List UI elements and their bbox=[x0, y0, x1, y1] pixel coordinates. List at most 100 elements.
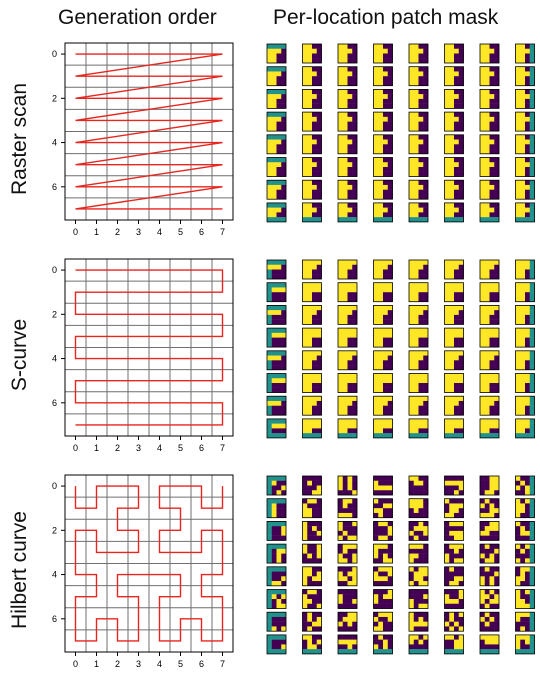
mask-cell bbox=[444, 149, 450, 154]
mask-cell bbox=[276, 626, 282, 632]
mask-cell bbox=[515, 269, 521, 275]
mask-tile-border bbox=[515, 521, 535, 541]
mask-cell bbox=[271, 378, 277, 384]
mask-cell bbox=[267, 410, 272, 416]
mask-cell bbox=[494, 134, 500, 140]
mask-cell bbox=[494, 373, 500, 379]
mask-cell bbox=[525, 80, 530, 86]
mask-cell bbox=[342, 189, 348, 195]
mask-cell bbox=[347, 274, 353, 280]
mask-cell bbox=[525, 350, 530, 356]
mask-cell bbox=[444, 544, 450, 550]
mask-cell bbox=[267, 71, 272, 77]
mask-cell bbox=[489, 116, 495, 122]
mask-cell bbox=[302, 287, 308, 293]
mask-cell bbox=[302, 48, 308, 54]
mask-cell bbox=[383, 485, 388, 491]
mask-cell bbox=[338, 310, 343, 316]
mask-cell bbox=[480, 350, 485, 356]
mask-tile-border bbox=[373, 179, 393, 200]
mask-cell bbox=[409, 535, 414, 541]
mask-tile-border bbox=[302, 134, 322, 155]
mask-cell bbox=[423, 498, 429, 504]
mask-cell bbox=[387, 328, 393, 334]
mask-cell bbox=[302, 80, 308, 86]
mask-cell bbox=[489, 337, 495, 343]
mask-cell bbox=[276, 162, 282, 168]
mask-cell bbox=[267, 157, 272, 163]
mask-cell bbox=[342, 310, 348, 316]
mask-cell bbox=[271, 526, 277, 532]
mask-tile bbox=[373, 157, 393, 177]
mask-cell bbox=[529, 512, 535, 518]
mask-tile-border bbox=[337, 157, 358, 177]
mask-cell bbox=[271, 571, 277, 577]
mask-cell bbox=[338, 71, 343, 77]
mask-cell bbox=[449, 282, 455, 288]
mask-cell bbox=[480, 58, 485, 64]
mask-tile bbox=[408, 202, 429, 223]
mask-cell bbox=[494, 544, 500, 550]
mask-cell bbox=[413, 616, 419, 622]
mask-cell bbox=[444, 355, 450, 361]
mask-cell bbox=[307, 634, 313, 640]
mask-cell bbox=[378, 378, 384, 384]
mask-cell bbox=[312, 184, 317, 190]
mask-cell bbox=[342, 296, 348, 302]
mask-tile-border bbox=[479, 611, 500, 632]
mask-cell bbox=[449, 350, 455, 356]
mask-cell bbox=[520, 480, 526, 486]
mask-cell bbox=[281, 621, 287, 627]
mask-cell bbox=[409, 350, 414, 356]
mask-cell bbox=[484, 548, 490, 554]
mask-cell bbox=[302, 433, 308, 439]
mask-cell bbox=[378, 383, 384, 388]
mask-cell bbox=[373, 48, 379, 54]
mask-cell bbox=[347, 428, 353, 434]
mask-cell bbox=[480, 337, 485, 343]
mask-cell bbox=[276, 480, 282, 486]
mask-cell bbox=[525, 433, 530, 439]
mask-cell bbox=[307, 480, 313, 486]
mask-cell bbox=[480, 378, 485, 384]
mask-cell bbox=[444, 171, 450, 177]
mask-cell bbox=[413, 548, 419, 554]
mask-cell bbox=[387, 53, 393, 59]
mask-cell bbox=[449, 332, 455, 338]
mask-tile bbox=[302, 475, 322, 496]
mask-cell bbox=[352, 639, 358, 645]
mask-cell bbox=[312, 512, 317, 518]
mask-cell bbox=[338, 58, 343, 64]
mask-cell bbox=[387, 498, 393, 504]
mask-cell bbox=[383, 287, 388, 293]
mask-cell bbox=[423, 594, 429, 600]
mask-cell bbox=[454, 571, 459, 577]
mask-cell bbox=[413, 94, 419, 100]
mask-cell bbox=[373, 350, 379, 356]
mask-cell bbox=[409, 485, 414, 491]
mask-cell bbox=[276, 89, 282, 95]
mask-cell bbox=[383, 576, 388, 582]
mask-tile bbox=[373, 179, 393, 200]
mask-cell bbox=[378, 428, 384, 434]
mask-cell bbox=[316, 599, 322, 604]
mask-cell bbox=[515, 576, 521, 582]
mask-tile bbox=[337, 373, 358, 393]
mask-cell bbox=[449, 530, 455, 536]
mask-cell bbox=[312, 144, 317, 150]
mask-cell bbox=[342, 162, 348, 168]
mask-cell bbox=[525, 558, 530, 564]
mask-tile bbox=[408, 373, 429, 393]
mask-cell bbox=[312, 576, 317, 582]
mask-cell bbox=[276, 260, 282, 265]
mask-cell bbox=[458, 66, 464, 72]
y-tick-label: 4 bbox=[52, 354, 57, 364]
mask-cell bbox=[276, 490, 282, 496]
mask-cell bbox=[338, 621, 343, 627]
mask-cell bbox=[525, 207, 530, 213]
mask-cell bbox=[423, 599, 429, 604]
mask-cell bbox=[458, 544, 464, 550]
mask-cell bbox=[307, 576, 313, 582]
mask-cell bbox=[409, 126, 414, 132]
mask-cell bbox=[484, 167, 490, 172]
